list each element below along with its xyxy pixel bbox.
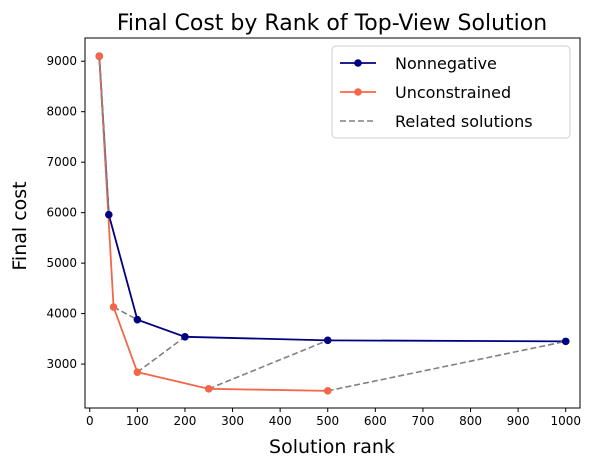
x-tick-label: 300 [221,414,244,428]
related-solution-segment [113,306,138,321]
data-point-nonnegative [561,337,570,346]
y-tick-label: 3000 [46,357,77,371]
legend-swatch-marker [354,59,362,67]
y-tick-label: 8000 [46,105,77,119]
data-point-unconstrained [323,387,332,395]
data-point-nonnegative [104,210,113,219]
chart-title: Final Cost by Rank of Top-View Solution [117,11,547,36]
y-tick-label: 4000 [46,307,77,321]
y-tick-label: 5000 [46,256,77,270]
related-solution-segment [208,339,329,390]
data-point-nonnegative [323,336,332,345]
x-tick-label: 800 [459,414,482,428]
data-point-nonnegative [181,333,189,341]
data-point-unconstrained [109,303,118,311]
axes-frame [84,37,581,409]
y-tick-label: 7000 [46,155,77,169]
x-axis-label: Solution rank [269,436,395,458]
legend: Nonnegative Unconstrained Related solution… [331,45,571,139]
y-tick-label: 9000 [46,54,77,68]
x-tick-label: 0 [86,414,94,428]
series-line-unconstrained [98,56,328,392]
x-tick-label: 200 [173,414,196,428]
x-tick-label: 600 [364,414,387,428]
y-tick-label: 6000 [46,206,77,220]
x-tick-label: 1000 [550,414,581,428]
legend-entry-label: Nonnegative [395,54,497,73]
y-axis-label: Final cost [9,181,31,270]
x-tick-label: 900 [507,414,530,428]
data-point-unconstrained [133,368,142,376]
x-tick-label: 100 [126,414,149,428]
x-tick-label: 700 [411,414,434,428]
legend-box [331,45,571,139]
legend-swatch-marker [354,88,362,96]
x-tick-label: 500 [316,414,339,428]
plot-area: 0 100 200 300 400 500 600 700 800 900 1000 3000 4000… [46,37,581,428]
data-point-nonnegative [133,315,142,324]
data-point-unconstrained [204,385,213,393]
related-solution-segment [136,336,186,373]
related-solution-segment [327,340,566,392]
legend-entry-label: Related solutions [395,112,533,131]
legend-entry-label: Unconstrained [395,83,511,102]
data-point-unconstrained [95,52,104,60]
x-tick-label: 400 [269,414,292,428]
